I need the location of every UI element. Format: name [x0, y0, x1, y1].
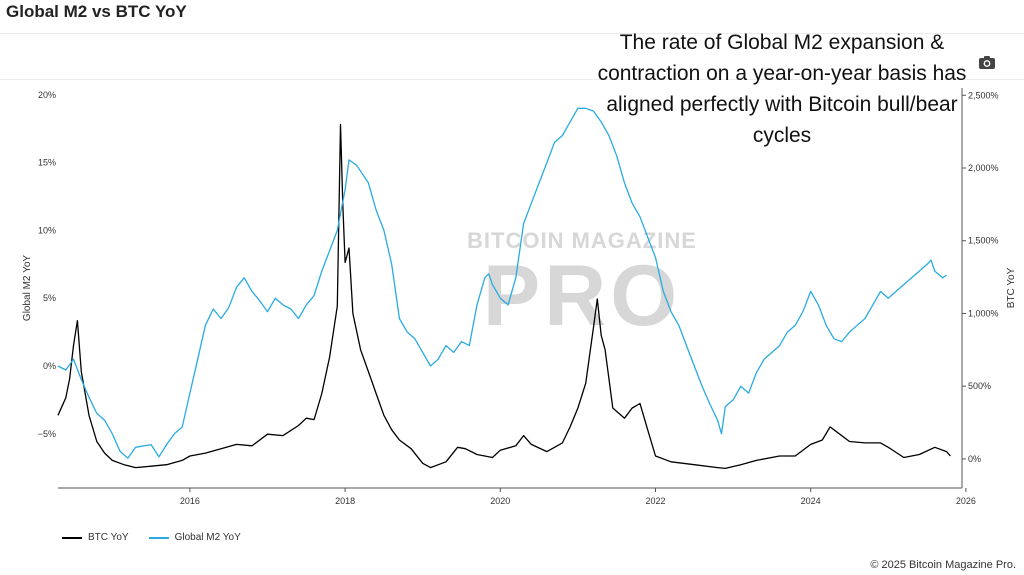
y-right-tick-label: 0%	[968, 454, 981, 464]
y-left-tick-label: −5%	[38, 429, 56, 439]
legend-swatch-m2	[148, 536, 169, 539]
x-tick-label: 2022	[645, 496, 665, 506]
chart-annotation: The rate of Global M2 expansion & contra…	[597, 31, 967, 147]
series-line-btc-yoy[interactable]	[57, 123, 951, 470]
y-right-tick-label: 2,000%	[968, 163, 999, 173]
toolbar-divider	[0, 79, 1024, 80]
legend-item-btc[interactable]: BTC YoY	[62, 532, 129, 543]
header-divider	[0, 33, 1024, 34]
y-left-tick-label: 20%	[38, 90, 56, 100]
legend-item-m2[interactable]: Global M2 YoY	[148, 532, 241, 543]
series-line-global-m2-yoy[interactable]	[57, 107, 947, 459]
legend-label-m2: Global M2 YoY	[174, 532, 241, 543]
x-tick-label: 2026	[956, 496, 976, 506]
y-right-tick-label: 1,500%	[968, 236, 999, 246]
x-tick-label: 2018	[335, 496, 355, 506]
y-right-tick-label: 2,500%	[968, 90, 999, 100]
y-right-tick-label: 1,000%	[968, 308, 999, 318]
y-right-axis-title: BTC YoY	[1006, 267, 1017, 308]
watermark-text-top: BITCOIN MAGAZINE	[467, 228, 697, 253]
x-tick-label: 2016	[180, 496, 200, 506]
page-title: Global M2 vs BTC YoY	[6, 2, 187, 21]
y-left-tick-label: 5%	[43, 293, 56, 303]
watermark-text-main: PRO	[483, 248, 681, 344]
x-tick-label: 2024	[801, 496, 821, 506]
y-left-tick-label: 15%	[38, 158, 56, 168]
y-left-tick-label: 10%	[38, 225, 56, 235]
x-tick-label: 2020	[490, 496, 510, 506]
camera-icon[interactable]	[978, 54, 996, 70]
y-left-tick-label: 0%	[43, 361, 56, 371]
copyright-text: © 2025 Bitcoin Magazine Pro.	[870, 559, 1016, 571]
legend-swatch-btc	[62, 536, 82, 539]
y-left-axis-title: Global M2 YoY	[22, 255, 33, 321]
y-right-tick-label: 500%	[968, 381, 991, 391]
legend-label-btc: BTC YoY	[88, 532, 129, 543]
chart-legend: BTC YoY Global M2 YoY	[62, 532, 241, 543]
